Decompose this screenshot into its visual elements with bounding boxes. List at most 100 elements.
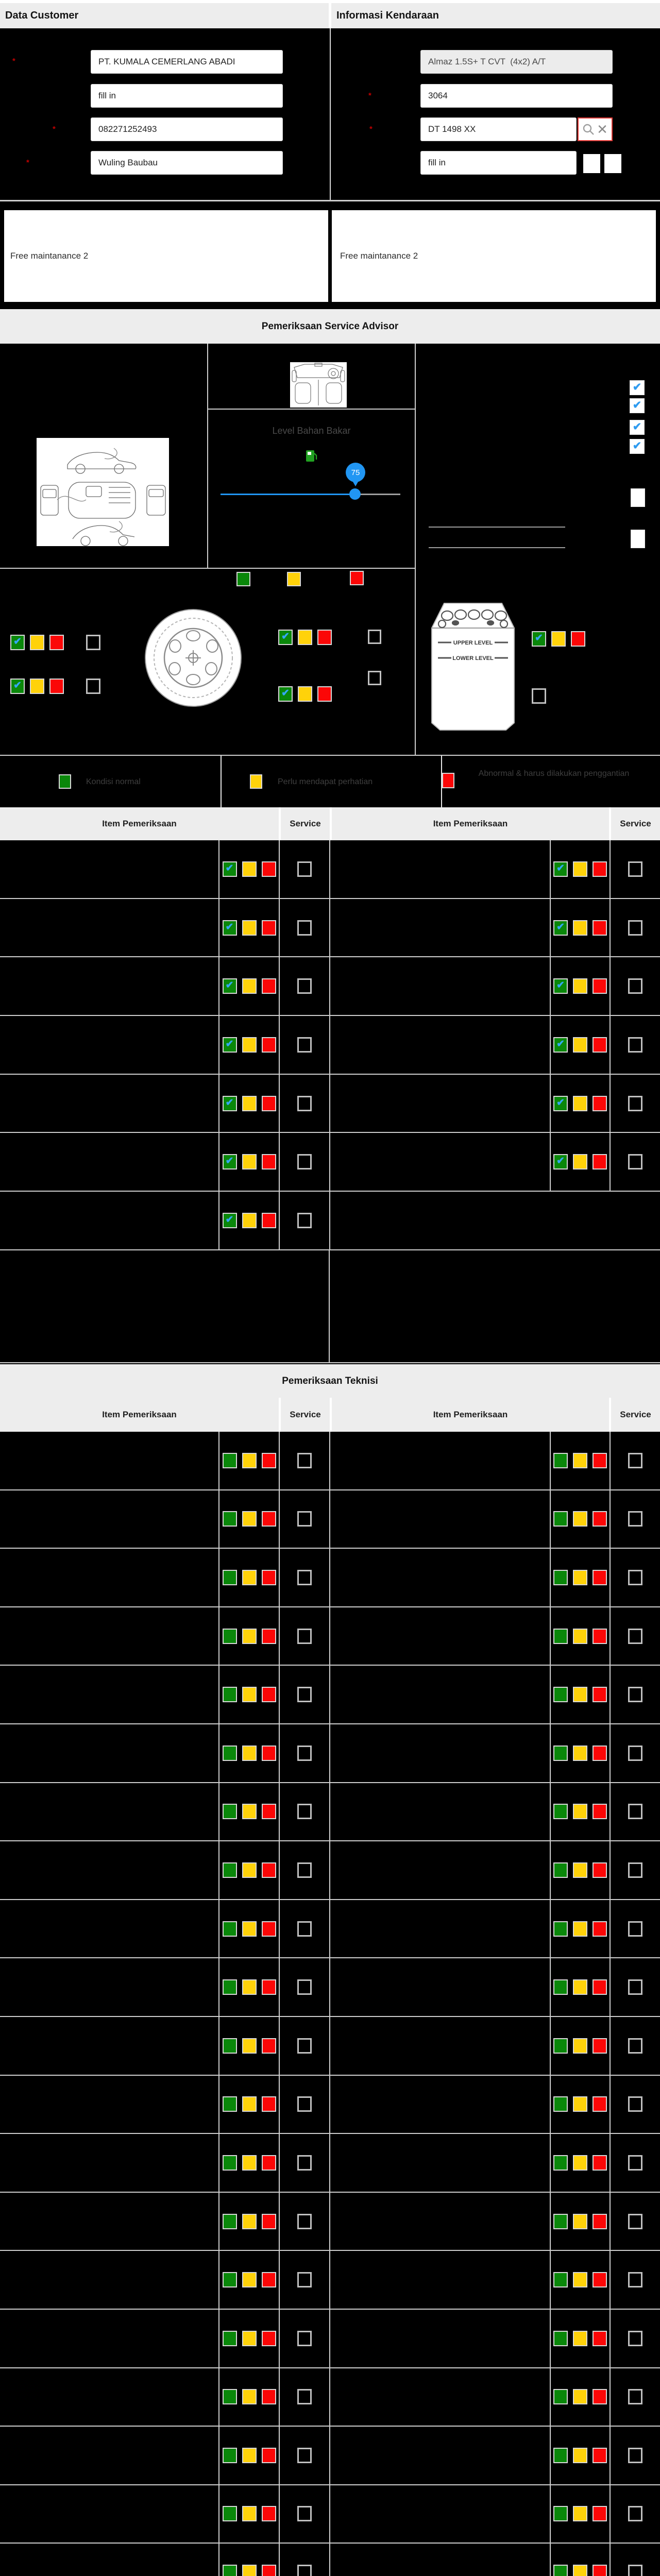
red-status-swatch[interactable] — [593, 1511, 607, 1527]
green-status-swatch[interactable] — [553, 2213, 568, 2229]
red-status-swatch[interactable] — [593, 1745, 607, 1761]
tire-status-swatches-row1[interactable]: ✔ — [10, 635, 64, 650]
service-checkbox[interactable] — [628, 1921, 642, 1937]
yellow-status-swatch[interactable] — [242, 978, 257, 994]
advisor-note-checkbox-2[interactable]: ✔ — [631, 530, 645, 548]
red-status-swatch[interactable] — [593, 2330, 607, 2346]
status-swatches[interactable] — [553, 1979, 607, 1995]
status-swatches[interactable] — [553, 1452, 607, 1468]
red-status-swatch[interactable] — [593, 2565, 607, 2576]
yellow-status-swatch[interactable] — [242, 1212, 257, 1228]
service-checkbox[interactable] — [297, 861, 312, 877]
status-swatches[interactable] — [553, 1687, 607, 1703]
status-swatches[interactable]: ✔ — [222, 920, 276, 936]
customer-name-input[interactable] — [91, 50, 283, 74]
green-status-swatch[interactable] — [553, 1687, 568, 1703]
green-status-swatch[interactable] — [553, 2155, 568, 2171]
service-checkbox[interactable] — [297, 1154, 312, 1170]
vehicle-number-input[interactable] — [420, 84, 613, 108]
status-swatches[interactable] — [222, 1745, 276, 1761]
green-status-swatch[interactable] — [553, 2038, 568, 2054]
red-status-swatch[interactable] — [593, 978, 607, 994]
status-swatches[interactable] — [553, 2447, 607, 2463]
yellow-status-swatch[interactable] — [242, 2330, 257, 2346]
green-status-swatch[interactable] — [222, 1921, 237, 1937]
green-status-swatch[interactable] — [222, 1687, 237, 1703]
status-swatches[interactable] — [222, 2096, 276, 2112]
tire-status-swatches-row2[interactable]: ✔ — [10, 679, 64, 694]
yellow-status-swatch[interactable] — [242, 1687, 257, 1703]
status-swatches[interactable] — [222, 2565, 276, 2576]
advisor-checkbox-checked[interactable]: ✔ — [630, 380, 645, 395]
status-swatches[interactable] — [553, 2272, 607, 2288]
service-checkbox[interactable] — [297, 1628, 312, 1644]
green-status-swatch[interactable] — [222, 1628, 237, 1644]
yellow-status-swatch[interactable] — [573, 1569, 587, 1585]
tire-right-status-swatches-row1[interactable]: ✔ — [278, 630, 332, 645]
status-swatches[interactable] — [553, 2330, 607, 2346]
red-status-swatch[interactable] — [261, 1154, 276, 1170]
red-status-swatch[interactable] — [593, 2213, 607, 2229]
red-status-swatch[interactable] — [593, 920, 607, 936]
green-status-swatch[interactable]: ✔ — [222, 1095, 237, 1111]
yellow-status-swatch[interactable] — [573, 2213, 587, 2229]
yellow-status-swatch[interactable] — [573, 861, 587, 877]
green-status-swatch[interactable] — [553, 1804, 568, 1820]
status-swatches[interactable] — [553, 2155, 607, 2171]
service-checkbox[interactable] — [628, 1862, 642, 1878]
yellow-status-swatch[interactable] — [242, 2506, 257, 2522]
service-checkbox[interactable] — [628, 1628, 642, 1644]
status-swatches[interactable] — [553, 2506, 607, 2522]
red-status-swatch[interactable] — [261, 1095, 276, 1111]
green-status-swatch[interactable] — [553, 1452, 568, 1468]
tire-service-checkbox-row2[interactable] — [86, 679, 100, 694]
red-status-swatch[interactable] — [593, 1921, 607, 1937]
status-swatches[interactable] — [553, 1921, 607, 1937]
status-swatches[interactable]: ✔ — [222, 978, 276, 994]
red-status-swatch[interactable] — [261, 1804, 276, 1820]
yellow-status-swatch[interactable] — [242, 2272, 257, 2288]
green-status-swatch[interactable] — [553, 1745, 568, 1761]
service-checkbox[interactable] — [628, 1154, 642, 1170]
yellow-status-swatch[interactable] — [573, 1687, 587, 1703]
red-status-swatch[interactable] — [593, 1154, 607, 1170]
red-status-swatch[interactable] — [261, 1452, 276, 1468]
green-status-swatch[interactable] — [222, 2155, 237, 2171]
green-status-swatch[interactable]: ✔ — [553, 920, 568, 936]
yellow-status-swatch[interactable] — [242, 1452, 257, 1468]
status-swatches[interactable] — [222, 2213, 276, 2229]
yellow-status-swatch[interactable] — [573, 1037, 587, 1053]
status-swatches[interactable]: ✔ — [553, 1154, 607, 1170]
fuel-slider-handle[interactable] — [349, 488, 361, 500]
yellow-status-swatch[interactable] — [573, 2389, 587, 2405]
red-status-swatch[interactable] — [593, 1862, 607, 1878]
yellow-status-swatch[interactable] — [573, 2155, 587, 2171]
service-checkbox[interactable] — [297, 1862, 312, 1878]
service-checkbox[interactable] — [628, 2506, 642, 2522]
free-maintenance-left-box[interactable]: Free maintanance 2 — [4, 210, 328, 302]
advisor-note-checkbox-1[interactable]: ✔ — [631, 488, 645, 507]
green-status-swatch[interactable] — [553, 2272, 568, 2288]
yellow-status-swatch[interactable] — [573, 1452, 587, 1468]
red-status-swatch[interactable] — [261, 1212, 276, 1228]
status-swatches[interactable] — [553, 2096, 607, 2112]
service-checkbox[interactable] — [297, 2389, 312, 2405]
red-status-swatch[interactable] — [261, 1511, 276, 1527]
green-status-swatch[interactable] — [222, 2330, 237, 2346]
yellow-status-swatch[interactable] — [573, 1804, 587, 1820]
status-swatches[interactable] — [553, 1511, 607, 1527]
service-checkbox[interactable] — [297, 2565, 312, 2576]
service-checkbox[interactable] — [297, 920, 312, 936]
service-checkbox[interactable] — [297, 1979, 312, 1995]
red-status-swatch[interactable] — [261, 1862, 276, 1878]
red-status-swatch[interactable] — [261, 2330, 276, 2346]
status-swatches[interactable] — [222, 1862, 276, 1878]
service-checkbox[interactable] — [297, 1569, 312, 1585]
green-status-swatch[interactable] — [222, 2038, 237, 2054]
green-status-swatch[interactable] — [222, 2506, 237, 2522]
status-swatches[interactable] — [222, 2038, 276, 2054]
status-swatches[interactable]: ✔ — [222, 1095, 276, 1111]
green-status-swatch[interactable] — [553, 1569, 568, 1585]
green-status-swatch[interactable] — [222, 1804, 237, 1820]
service-checkbox[interactable] — [297, 2096, 312, 2112]
